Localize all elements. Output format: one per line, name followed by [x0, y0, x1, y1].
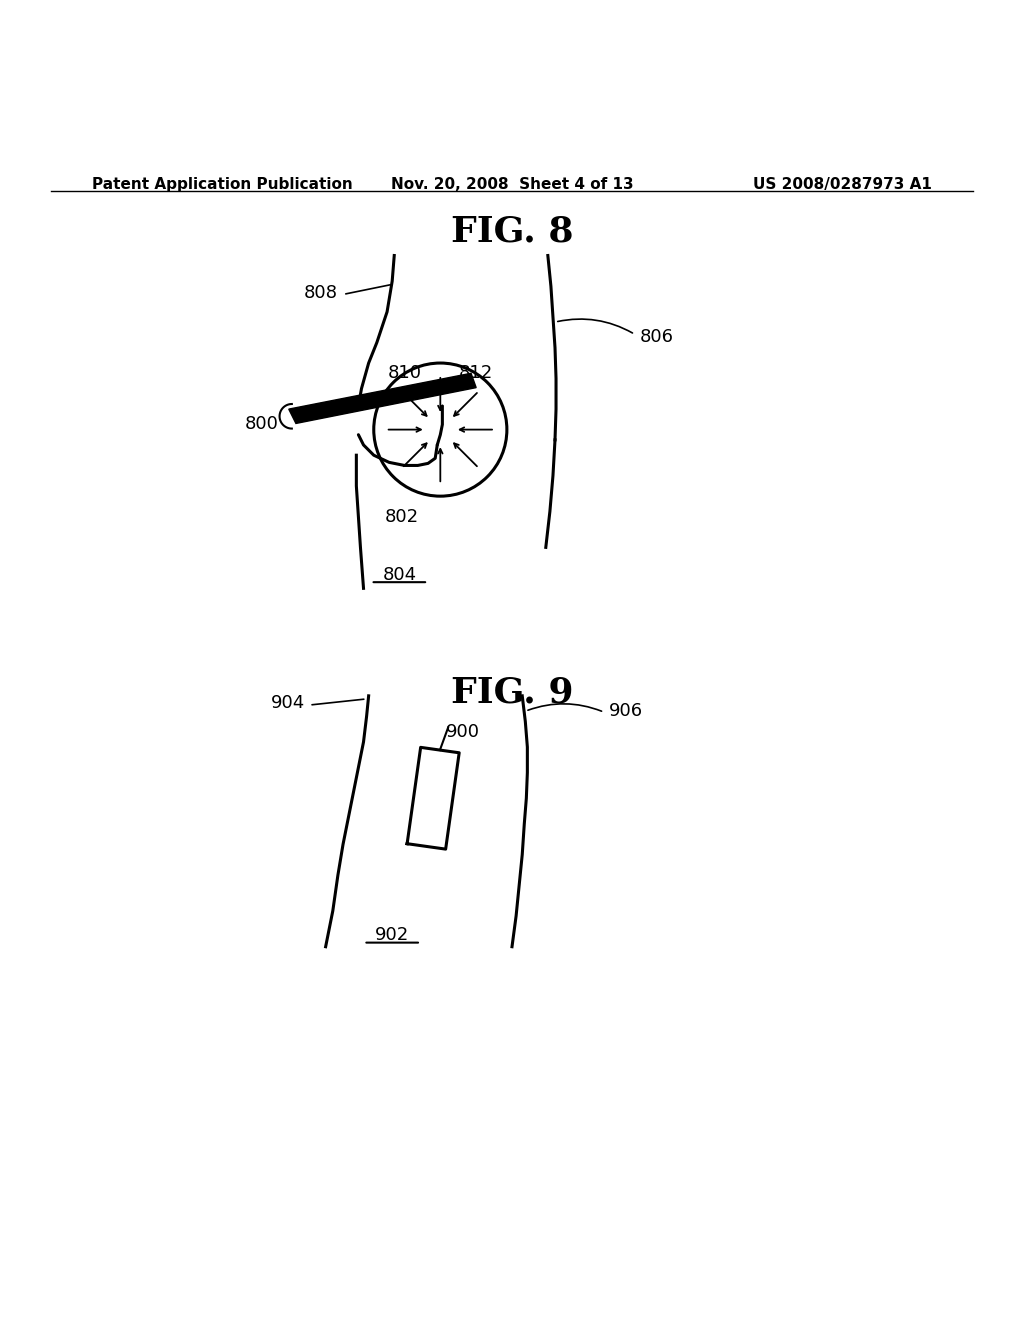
Text: 802: 802 — [384, 508, 419, 527]
Text: 806: 806 — [640, 329, 674, 346]
Text: US 2008/0287973 A1: US 2008/0287973 A1 — [753, 177, 932, 191]
Polygon shape — [289, 374, 476, 424]
Text: 804: 804 — [382, 566, 417, 583]
Text: 902: 902 — [375, 927, 410, 944]
Text: FIG. 9: FIG. 9 — [451, 676, 573, 709]
Text: 800: 800 — [245, 416, 279, 433]
Text: 810: 810 — [388, 364, 422, 383]
Text: 808: 808 — [304, 284, 338, 302]
Text: Nov. 20, 2008  Sheet 4 of 13: Nov. 20, 2008 Sheet 4 of 13 — [391, 177, 633, 191]
Text: FIG. 8: FIG. 8 — [451, 215, 573, 248]
Text: 900: 900 — [445, 722, 479, 741]
Text: 904: 904 — [271, 694, 305, 711]
Text: Patent Application Publication: Patent Application Publication — [92, 177, 353, 191]
Text: 906: 906 — [609, 702, 643, 721]
Text: 812: 812 — [459, 364, 493, 383]
